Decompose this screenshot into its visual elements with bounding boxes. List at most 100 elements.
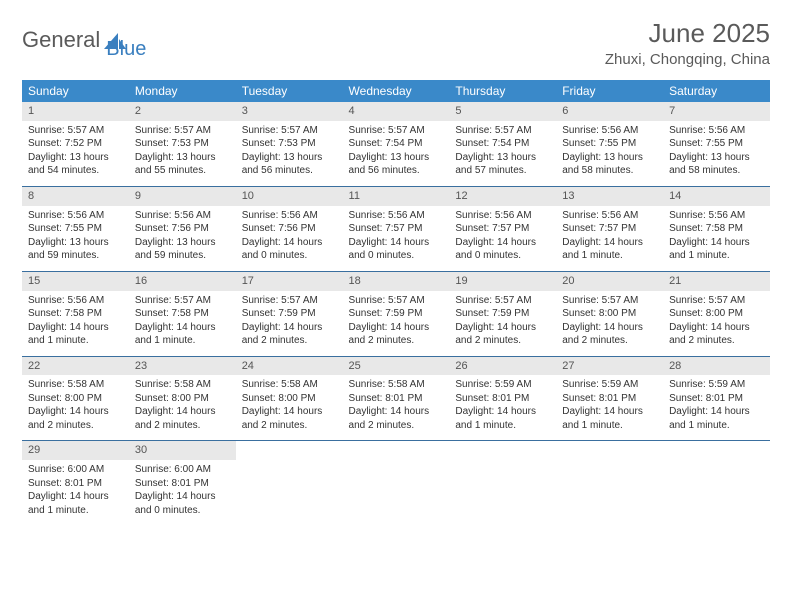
day-line: and 55 minutes. (135, 164, 230, 178)
day-body: Sunrise: 5:57 AMSunset: 7:52 PMDaylight:… (22, 121, 129, 186)
day-line: Sunrise: 5:59 AM (562, 378, 657, 392)
logo-text-blue: Blue (106, 38, 146, 61)
day-line: and 2 minutes. (135, 419, 230, 433)
day-line: Sunset: 8:01 PM (455, 392, 550, 406)
day-cell: 7Sunrise: 5:56 AMSunset: 7:55 PMDaylight… (663, 102, 770, 186)
day-line: Daylight: 14 hours (562, 236, 657, 250)
day-line: Sunrise: 5:56 AM (349, 209, 444, 223)
day-cell: 8Sunrise: 5:56 AMSunset: 7:55 PMDaylight… (22, 186, 129, 271)
day-line: Sunset: 7:58 PM (28, 307, 123, 321)
day-line: Sunset: 7:55 PM (562, 137, 657, 151)
day-cell: 29Sunrise: 6:00 AMSunset: 8:01 PMDayligh… (22, 441, 129, 525)
day-line: Daylight: 14 hours (669, 236, 764, 250)
day-line: Sunrise: 5:57 AM (349, 124, 444, 138)
day-line: Sunrise: 5:59 AM (455, 378, 550, 392)
day-line: Sunrise: 5:56 AM (28, 209, 123, 223)
day-line: Sunset: 7:59 PM (349, 307, 444, 321)
day-body: Sunrise: 5:58 AMSunset: 8:00 PMDaylight:… (236, 375, 343, 440)
day-line: Sunrise: 6:00 AM (135, 463, 230, 477)
day-line: Sunrise: 5:58 AM (349, 378, 444, 392)
day-cell (556, 441, 663, 525)
location: Zhuxi, Chongqing, China (605, 51, 770, 68)
logo: General Blue (22, 18, 146, 61)
day-body: Sunrise: 5:58 AMSunset: 8:00 PMDaylight:… (129, 375, 236, 440)
day-line: Sunset: 8:01 PM (28, 477, 123, 491)
day-number: 19 (449, 272, 556, 291)
month-title: June 2025 (605, 18, 770, 49)
day-line: Sunrise: 5:56 AM (455, 209, 550, 223)
day-line: Sunrise: 5:57 AM (135, 124, 230, 138)
day-cell: 26Sunrise: 5:59 AMSunset: 8:01 PMDayligh… (449, 356, 556, 441)
dayname-fri: Friday (556, 80, 663, 102)
day-line: and 1 minute. (669, 249, 764, 263)
day-line: Sunset: 7:58 PM (669, 222, 764, 236)
day-cell: 12Sunrise: 5:56 AMSunset: 7:57 PMDayligh… (449, 186, 556, 271)
day-line: Sunset: 7:55 PM (28, 222, 123, 236)
day-cell: 6Sunrise: 5:56 AMSunset: 7:55 PMDaylight… (556, 102, 663, 186)
day-line: Sunrise: 5:58 AM (28, 378, 123, 392)
day-number: 16 (129, 272, 236, 291)
day-body: Sunrise: 5:56 AMSunset: 7:55 PMDaylight:… (22, 206, 129, 271)
day-body: Sunrise: 5:56 AMSunset: 7:56 PMDaylight:… (129, 206, 236, 271)
day-line: Sunrise: 5:58 AM (242, 378, 337, 392)
day-line: Sunset: 7:57 PM (455, 222, 550, 236)
day-line: Sunset: 8:00 PM (28, 392, 123, 406)
day-line: Sunrise: 5:57 AM (135, 294, 230, 308)
week-row: 29Sunrise: 6:00 AMSunset: 8:01 PMDayligh… (22, 441, 770, 525)
day-cell: 25Sunrise: 5:58 AMSunset: 8:01 PMDayligh… (343, 356, 450, 441)
logo-text-general: General (22, 27, 100, 53)
day-line: Sunset: 7:57 PM (349, 222, 444, 236)
day-line: Sunrise: 5:56 AM (669, 124, 764, 138)
day-cell: 21Sunrise: 5:57 AMSunset: 8:00 PMDayligh… (663, 271, 770, 356)
day-line: Sunrise: 5:56 AM (562, 209, 657, 223)
day-line: Daylight: 14 hours (28, 321, 123, 335)
day-line: Sunrise: 5:57 AM (669, 294, 764, 308)
day-cell: 11Sunrise: 5:56 AMSunset: 7:57 PMDayligh… (343, 186, 450, 271)
day-cell: 27Sunrise: 5:59 AMSunset: 8:01 PMDayligh… (556, 356, 663, 441)
day-cell: 24Sunrise: 5:58 AMSunset: 8:00 PMDayligh… (236, 356, 343, 441)
day-line: Daylight: 14 hours (455, 405, 550, 419)
day-line: and 57 minutes. (455, 164, 550, 178)
day-line: Sunset: 7:57 PM (562, 222, 657, 236)
day-number: 20 (556, 272, 663, 291)
day-body: Sunrise: 5:56 AMSunset: 7:55 PMDaylight:… (556, 121, 663, 186)
day-line: Daylight: 14 hours (669, 321, 764, 335)
day-body: Sunrise: 5:56 AMSunset: 7:57 PMDaylight:… (343, 206, 450, 271)
day-line: Sunrise: 5:57 AM (455, 294, 550, 308)
day-number: 4 (343, 102, 450, 121)
day-number: 15 (22, 272, 129, 291)
day-body: Sunrise: 5:57 AMSunset: 7:54 PMDaylight:… (343, 121, 450, 186)
day-line: Sunrise: 5:57 AM (242, 124, 337, 138)
day-cell (343, 441, 450, 525)
calendar-body: 1Sunrise: 5:57 AMSunset: 7:52 PMDaylight… (22, 102, 770, 525)
day-line: Sunrise: 5:57 AM (562, 294, 657, 308)
day-line: Daylight: 13 hours (28, 151, 123, 165)
day-line: Sunset: 8:00 PM (669, 307, 764, 321)
day-line: Daylight: 14 hours (28, 405, 123, 419)
day-line: Daylight: 14 hours (562, 405, 657, 419)
day-line: and 1 minute. (135, 334, 230, 348)
day-line: Daylight: 14 hours (135, 490, 230, 504)
day-line: and 2 minutes. (669, 334, 764, 348)
day-cell (449, 441, 556, 525)
day-line: Sunrise: 5:57 AM (242, 294, 337, 308)
day-body: Sunrise: 6:00 AMSunset: 8:01 PMDaylight:… (129, 460, 236, 525)
day-body: Sunrise: 6:00 AMSunset: 8:01 PMDaylight:… (22, 460, 129, 525)
day-body: Sunrise: 5:59 AMSunset: 8:01 PMDaylight:… (556, 375, 663, 440)
day-line: Daylight: 13 hours (28, 236, 123, 250)
day-number: 25 (343, 357, 450, 376)
day-line: Sunset: 8:01 PM (135, 477, 230, 491)
day-line: Sunset: 7:56 PM (135, 222, 230, 236)
day-line: and 0 minutes. (349, 249, 444, 263)
day-header-row: Sunday Monday Tuesday Wednesday Thursday… (22, 80, 770, 102)
title-block: June 2025 Zhuxi, Chongqing, China (605, 18, 770, 68)
day-line: Sunrise: 5:56 AM (562, 124, 657, 138)
dayname-mon: Monday (129, 80, 236, 102)
dayname-sun: Sunday (22, 80, 129, 102)
day-cell (236, 441, 343, 525)
day-line: Daylight: 14 hours (242, 321, 337, 335)
week-row: 15Sunrise: 5:56 AMSunset: 7:58 PMDayligh… (22, 271, 770, 356)
day-line: and 0 minutes. (242, 249, 337, 263)
day-number: 27 (556, 357, 663, 376)
day-cell: 4Sunrise: 5:57 AMSunset: 7:54 PMDaylight… (343, 102, 450, 186)
